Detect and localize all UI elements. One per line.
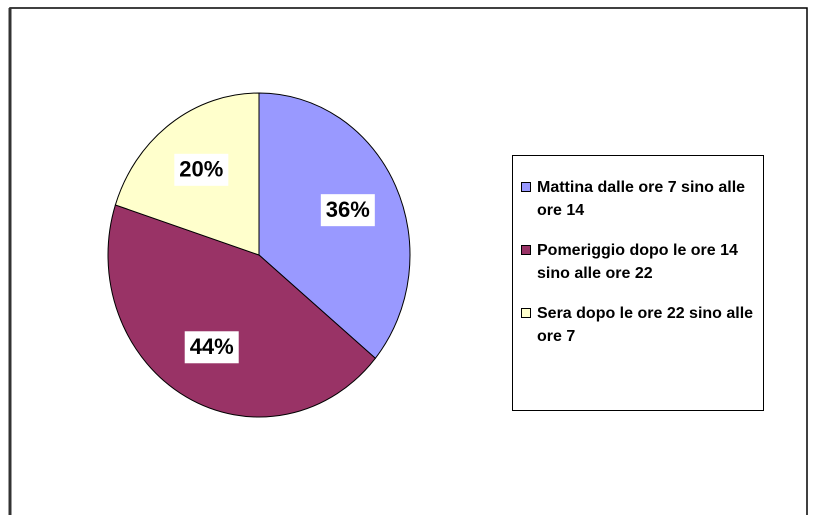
- legend-entry: Sera dopo le ore 22 sino alle ore 7: [521, 302, 755, 348]
- data-label-bg: [320, 194, 375, 227]
- legend-swatch: [521, 182, 531, 192]
- data-label: 36%: [326, 197, 370, 222]
- legend-entry: Pomeriggio dopo le ore 14 sino alle ore …: [521, 239, 755, 285]
- legend-swatch: [521, 308, 531, 318]
- legend-label: Sera dopo le ore 22 sino alle ore 7: [537, 305, 754, 345]
- data-label: 44%: [190, 334, 234, 359]
- data-label: 20%: [179, 157, 223, 182]
- legend: Mattina dalle ore 7 sino alle ore 14 Pome…: [512, 155, 764, 411]
- data-label-bg: [184, 331, 239, 364]
- legend-entry: Mattina dalle ore 7 sino alle ore 14: [521, 176, 755, 222]
- legend-label: Pomeriggio dopo le ore 14 sino alle ore …: [537, 242, 738, 282]
- data-label-bg: [174, 153, 229, 186]
- legend-label: Mattina dalle ore 7 sino alle ore 14: [537, 179, 746, 219]
- legend-swatch: [521, 245, 531, 255]
- pie-slice: [107, 204, 377, 418]
- pie: 36% 44% 20%: [107, 92, 411, 418]
